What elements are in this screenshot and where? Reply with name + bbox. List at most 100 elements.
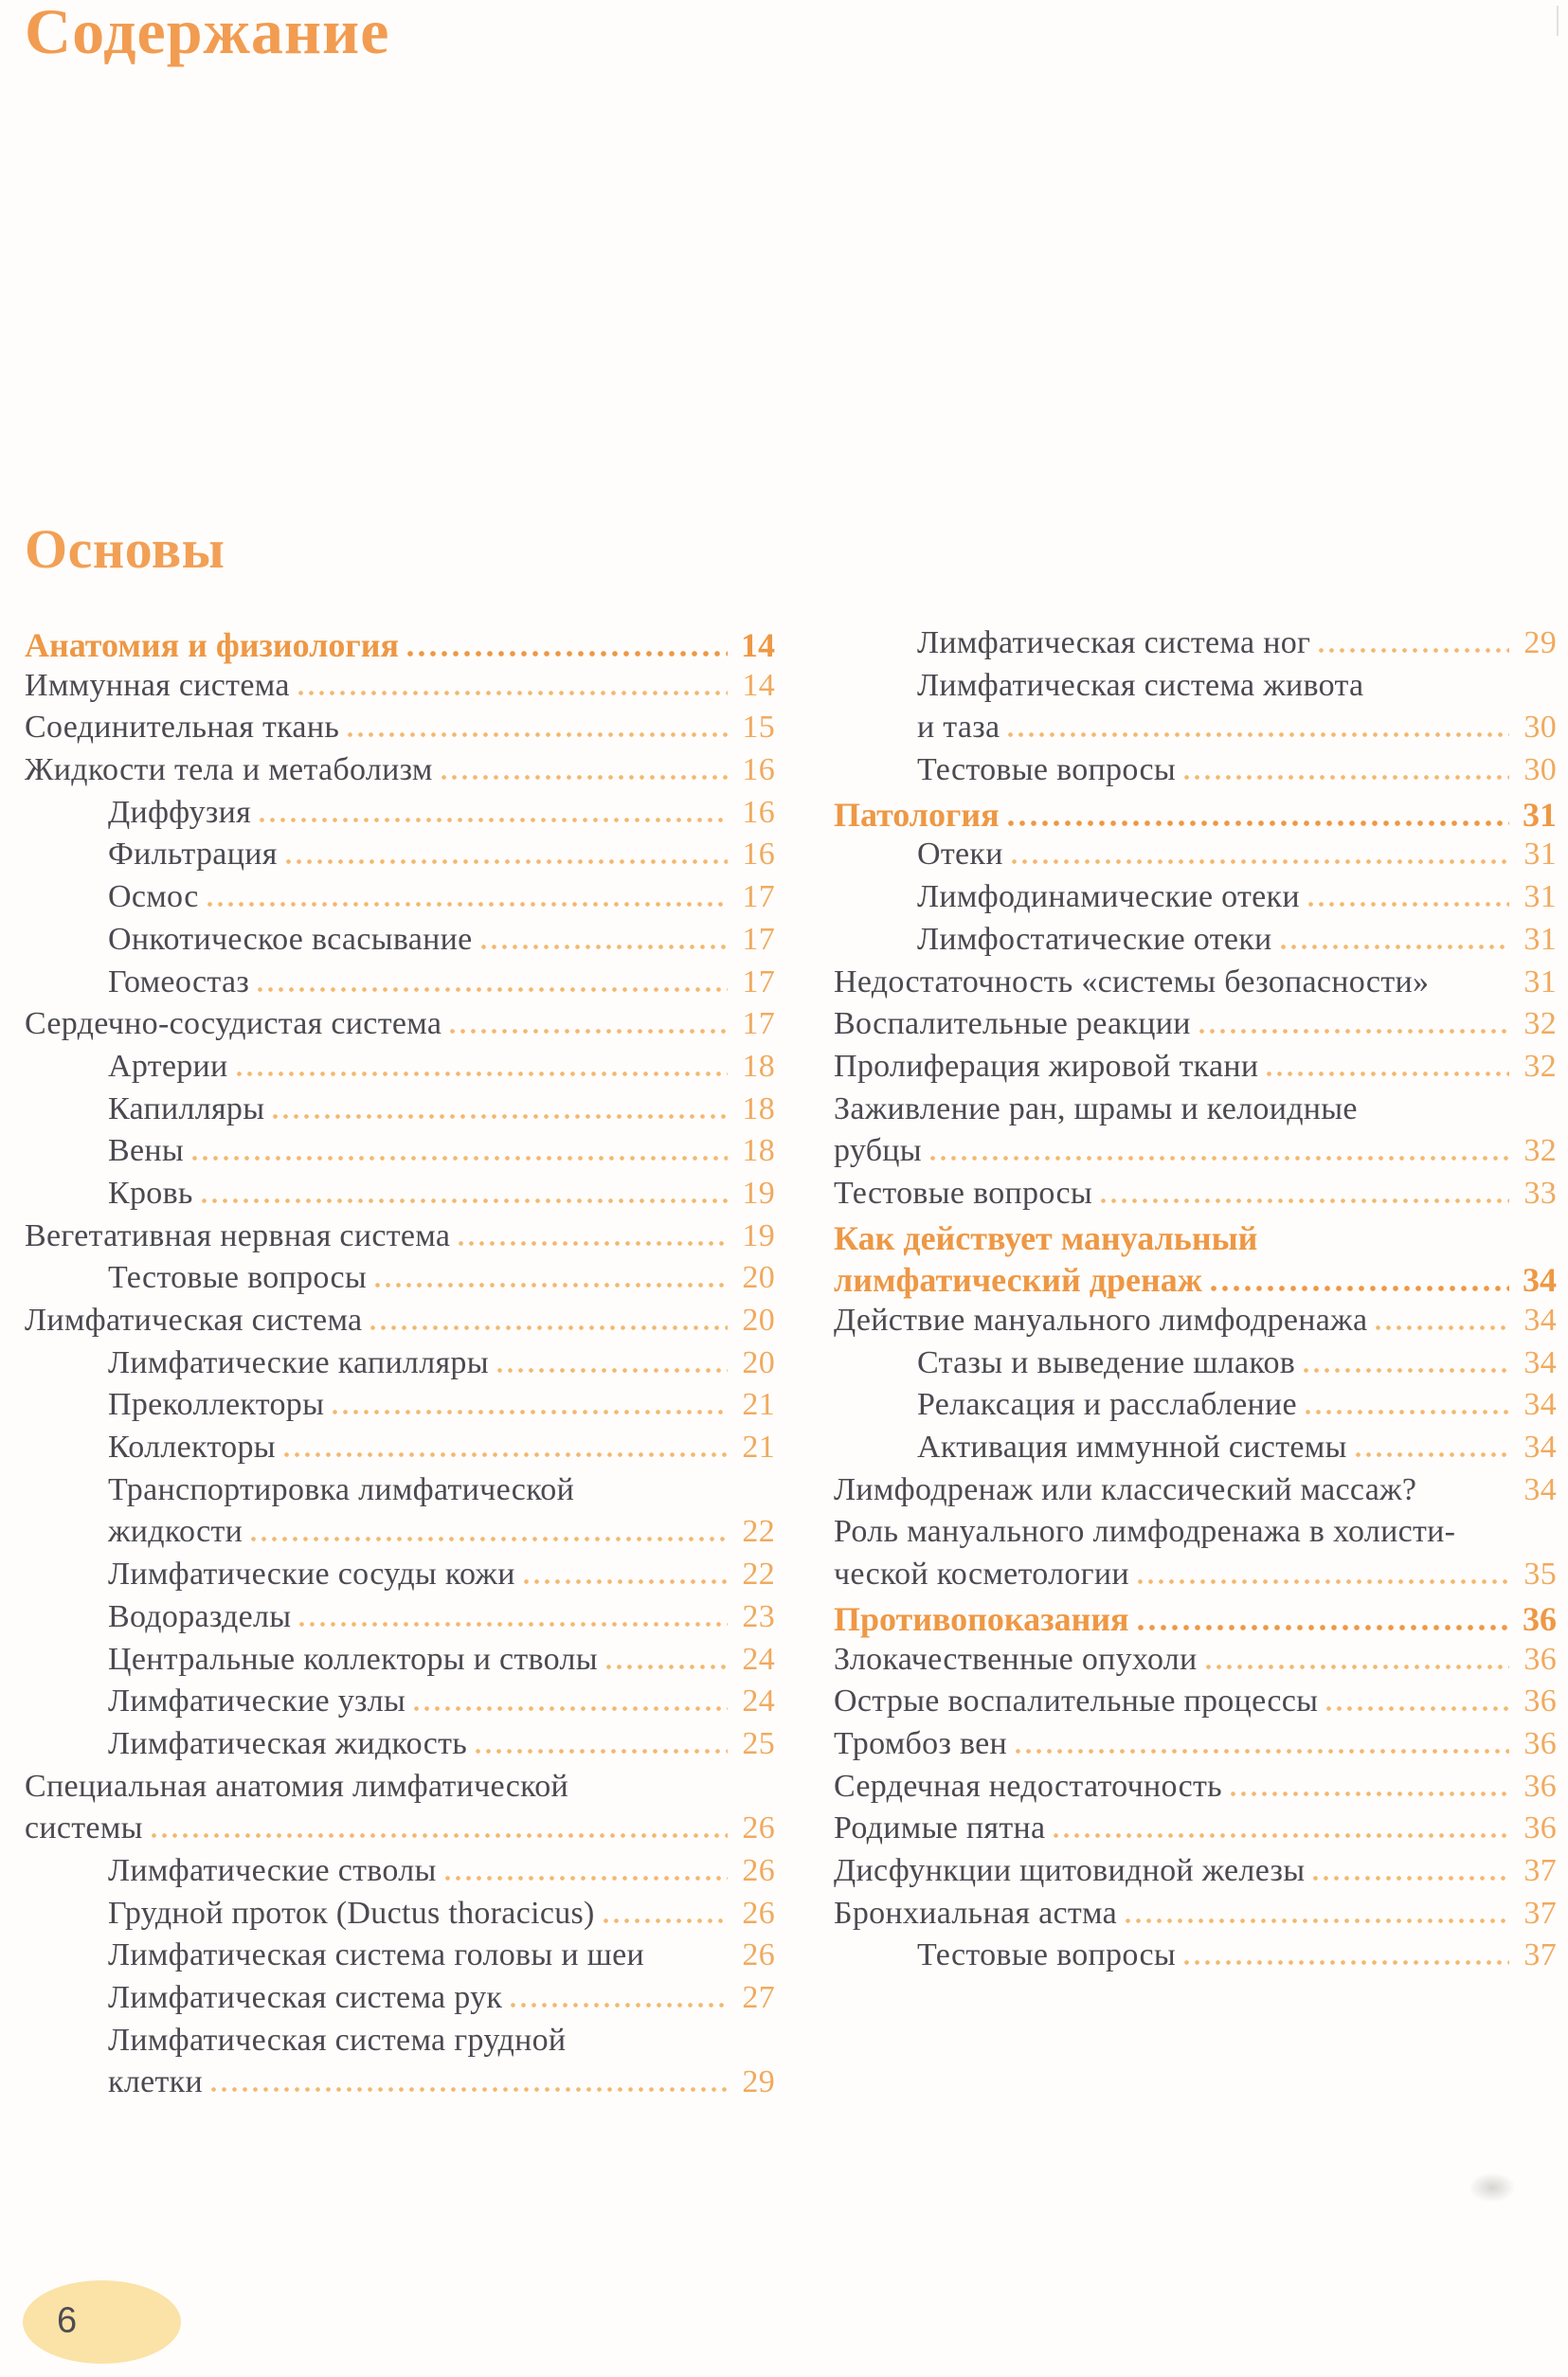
toc-entry-line: Фильтрация 16 [25, 837, 775, 879]
toc-entry-line: Иммунная система 14 [25, 668, 775, 711]
toc-page-number: 26 [742, 1810, 775, 1846]
toc-entry-line: Диффузия 16 [25, 795, 775, 837]
toc-entry-line: Вены 18 [25, 1133, 775, 1176]
dotted-leader [204, 900, 728, 908]
scan-smudge-artifact [1467, 2171, 1518, 2204]
toc-entry-line: Тестовые вопросы 37 [834, 1937, 1557, 1980]
toc-entry-text: Родимые пятна [834, 1810, 1046, 1846]
toc-entry-line: Бронхиальная астма 37 [834, 1896, 1557, 1938]
toc-page-number: 36 [1523, 1725, 1557, 1761]
toc-entry-line: Отеки 31 [834, 837, 1557, 879]
dotted-leader [248, 1535, 728, 1542]
toc-entry-line: Вегетативная нервная система 19 [25, 1218, 775, 1261]
toc-entry-line: Лимфатические узлы 24 [25, 1684, 775, 1726]
toc-entry-text: Релаксация и расслабление [917, 1387, 1297, 1423]
toc-entry-text: Лимфатическая система головы и шеи [108, 1937, 645, 1973]
toc-entry-text: Лимфодренаж или классический массаж? [834, 1471, 1417, 1507]
toc-heading-line: Анатомия и физиология 14 [25, 625, 775, 668]
toc-entry-line: Тромбоз вен 36 [834, 1726, 1557, 1769]
toc-entry-text: жидкости [108, 1514, 243, 1550]
toc-page-number: 16 [742, 752, 775, 788]
toc-entry-line: Злокачественные опухоли 36 [834, 1642, 1557, 1684]
toc-entry-line: ческой косметологии 35 [834, 1557, 1557, 1599]
toc-entry-line: Лимфатическая система живота [834, 668, 1557, 711]
toc-page-number: 21 [742, 1387, 775, 1423]
dotted-leader [508, 2001, 728, 2008]
toc-page-number: 31 [1523, 921, 1557, 957]
toc-page-number: 27 [742, 1980, 775, 2015]
toc-page-number: 17 [742, 1006, 775, 1042]
dotted-leader [1134, 1577, 1509, 1585]
toc-page-number: 34 [1523, 1303, 1557, 1338]
toc-entry-line: Роль мануального лимфодренажа в холисти- [834, 1514, 1557, 1557]
toc-entry-text: Тестовые вопросы [917, 752, 1176, 788]
dotted-leader [1310, 1873, 1509, 1881]
toc-entry-text: Фильтрация [108, 837, 278, 873]
toc-entry-text: лимфатический дренаж [834, 1261, 1202, 1300]
dotted-leader [1134, 1622, 1509, 1630]
toc-entry-text: Тестовые вопросы [108, 1260, 367, 1296]
toc-entry-text: Патология [834, 795, 1000, 834]
toc-entry-text: Соединительная ткань [25, 710, 340, 746]
dotted-leader [447, 1027, 728, 1035]
toc-entry-text: Сердечная недостаточность [834, 1768, 1222, 1804]
dotted-leader [1228, 1789, 1509, 1796]
toc-page-number: 34 [1523, 1430, 1557, 1466]
toc-entry-text: Острые воспалительные процессы [834, 1684, 1319, 1720]
dotted-leader [1013, 1746, 1509, 1754]
toc-entry-line: Водоразделы 23 [25, 1599, 775, 1642]
dotted-leader [494, 1365, 728, 1373]
page-title: Содержание [25, 0, 390, 67]
toc-heading-line: лимфатический дренаж 34 [834, 1260, 1557, 1303]
toc-entry-text: Лимфатическая система грудной [108, 2022, 567, 2058]
dotted-leader [927, 1154, 1509, 1161]
toc-entry-line: и таза 30 [834, 710, 1557, 752]
toc-entry-text: Кровь [108, 1175, 193, 1211]
toc-page-number: 29 [742, 2064, 775, 2100]
toc-entry-line: Лимфатическая жидкость 25 [25, 1726, 775, 1769]
toc-entry-text: Отеки [917, 837, 1003, 873]
toc-page-number: 34 [1523, 1471, 1557, 1507]
dotted-leader [148, 1831, 728, 1839]
toc-column-left: Анатомия и физиология 14 Иммунная система 1… [25, 625, 775, 2107]
toc-entry-text: Тромбоз вен [834, 1725, 1008, 1761]
toc-entry-text: Злокачественные опухоли [834, 1641, 1198, 1677]
toc-page-number: 37 [1523, 1852, 1557, 1888]
toc-heading-line: Как действует мануальный [834, 1218, 1557, 1261]
toc-page-number: 16 [742, 794, 775, 830]
scan-edge-artifact [1557, 6, 1559, 36]
toc-page-number: 20 [742, 1303, 775, 1338]
toc-page-number: 17 [742, 921, 775, 957]
toc-entry-line: рубцы 32 [834, 1133, 1557, 1176]
toc-entry-text: Действие мануального лимфодренажа [834, 1303, 1368, 1338]
dotted-leader [520, 1577, 728, 1585]
toc-entry-text: Онкотическое всасывание [108, 921, 473, 957]
toc-entry-text: Анатомия и физиология [25, 626, 399, 664]
dotted-leader [372, 1281, 728, 1288]
toc-entry-text: Лимфатическая жидкость [108, 1725, 468, 1761]
toc-entry-line: Действие мануального лимфодренажа 34 [834, 1303, 1557, 1345]
toc-column-right: Лимфатическая система ног 29 Лимфатическая… [834, 625, 1557, 1980]
dotted-leader [600, 1916, 728, 1923]
dotted-leader [1181, 773, 1509, 781]
toc-entry-line: Жидкости тела и метаболизм 16 [25, 752, 775, 795]
toc-entry-text: Артерии [108, 1048, 228, 1084]
dotted-leader [473, 1746, 728, 1754]
toc-entry-line: системы 26 [25, 1810, 775, 1853]
toc-entry-text: и таза [917, 710, 1000, 746]
toc-page-number: 34 [1523, 1387, 1557, 1423]
toc-entry-line: Лимфостатические отеки 31 [834, 922, 1557, 964]
dotted-leader [1352, 1450, 1509, 1458]
dotted-leader [368, 1324, 728, 1330]
toc-entry-text: Вегетативная нервная система [25, 1217, 451, 1253]
toc-entry-text: Специальная анатомия лимфатической [25, 1768, 569, 1804]
toc-entry-line: Сердечная недостаточность 36 [834, 1769, 1557, 1811]
toc-page-number: 29 [1523, 625, 1557, 660]
toc-entry-text: Вены [108, 1133, 185, 1169]
dotted-leader [1196, 1027, 1509, 1035]
page-number: 6 [57, 2300, 78, 2341]
toc-entry-line: Лимфодинамические отеки 31 [834, 879, 1557, 922]
dotted-leader [257, 815, 728, 822]
toc-page-number: 34 [1523, 1344, 1557, 1380]
toc-page-number: 14 [741, 626, 775, 664]
